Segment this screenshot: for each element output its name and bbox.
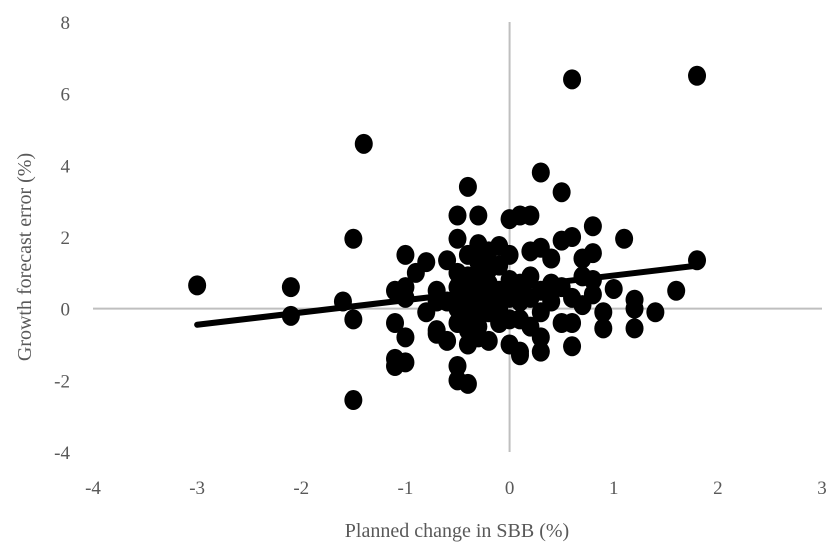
x-tick-labels: -4 -3 -2 -1 0 1 2 3 [85, 478, 827, 499]
data-point [396, 352, 415, 373]
data-point [521, 205, 540, 226]
data-point [552, 182, 571, 203]
y-axis-title: Growth forecast error (%) [14, 153, 36, 361]
data-point [521, 266, 540, 287]
y-tick-label: 2 [61, 228, 71, 249]
data-point [458, 176, 477, 197]
data-point [448, 228, 467, 249]
data-point [448, 356, 467, 376]
y-tick-label: 4 [61, 156, 71, 177]
data-point [281, 277, 300, 298]
x-tick-label: 0 [505, 478, 515, 499]
data-point [500, 244, 519, 265]
x-tick-label: 1 [609, 478, 619, 499]
x-tick-label: 3 [817, 478, 827, 499]
data-point [396, 244, 415, 265]
data-point [646, 302, 665, 323]
data-point [344, 309, 363, 330]
data-point [386, 313, 405, 333]
data-point [688, 65, 707, 86]
data-point [344, 228, 363, 249]
data-point [417, 252, 436, 273]
data-point [604, 278, 623, 299]
x-tick-label: -3 [189, 478, 205, 499]
data-point [542, 248, 561, 269]
x-tick-label: -2 [293, 478, 309, 499]
data-point [563, 336, 582, 357]
data-point [594, 302, 613, 323]
data-point [344, 390, 363, 411]
x-tick-label: -4 [85, 478, 101, 499]
data-point [615, 228, 634, 249]
data-point [563, 227, 582, 247]
data-point [510, 345, 529, 366]
y-tick-label: 8 [61, 13, 71, 34]
data-point [531, 162, 550, 183]
data-point [594, 318, 613, 339]
y-tick-label: 6 [61, 85, 71, 106]
data-point [188, 275, 207, 296]
data-point [469, 205, 488, 226]
data-point [625, 318, 644, 339]
data-point [531, 341, 550, 362]
y-tick-label: -2 [54, 371, 70, 392]
y-tick-label: -4 [54, 443, 70, 464]
trend-line [194, 262, 701, 328]
x-axis-title: Planned change in SBB (%) [345, 520, 569, 542]
data-point [354, 133, 373, 154]
data-point [542, 291, 561, 312]
x-tick-label: 2 [713, 478, 723, 499]
data-point [563, 69, 582, 90]
y-tick-labels: -4 -2 0 2 4 6 8 [54, 13, 70, 464]
data-point [583, 216, 602, 237]
data-point [531, 327, 550, 348]
data-point [438, 250, 457, 271]
data-point [667, 280, 686, 301]
data-point [479, 330, 498, 351]
data-point [583, 284, 602, 305]
data-point [438, 330, 457, 351]
data-point [448, 205, 467, 226]
data-point [583, 243, 602, 264]
data-point [396, 327, 415, 348]
y-tick-label: 0 [61, 300, 71, 321]
data-points [188, 65, 707, 411]
data-point [458, 373, 477, 394]
data-point [625, 298, 644, 319]
x-tick-label: -1 [398, 478, 414, 499]
data-point [563, 313, 582, 333]
